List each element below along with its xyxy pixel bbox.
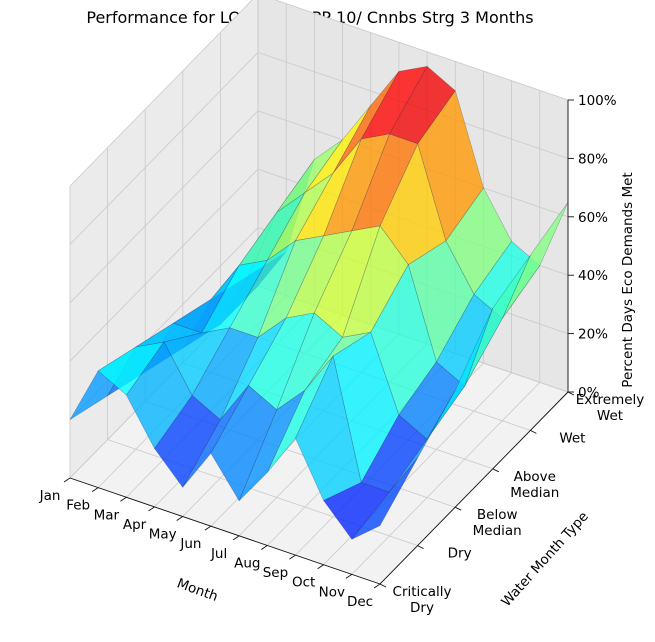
y-tick-label: Dry (448, 546, 472, 562)
x-tick (373, 583, 381, 589)
x-tick-label: May (149, 527, 177, 543)
x-tick-label: Mar (94, 507, 120, 523)
z-tick-label: 100% (578, 93, 617, 109)
grid-line-z (69, 0, 569, 187)
y-axis-line (379, 391, 569, 585)
surface (69, 65, 569, 540)
x-tick (317, 564, 324, 570)
x-tick (289, 554, 296, 560)
x-tick (120, 496, 127, 502)
x-tick (176, 516, 183, 521)
y-tick-label: Extremely Wet (576, 392, 645, 424)
x-tick (91, 487, 99, 493)
x-axis-label: Month (175, 575, 220, 605)
x-tick-label: Jul (210, 546, 227, 562)
y-tick-label: Above Median (510, 469, 559, 501)
y-tick-label: Critically Dry (393, 584, 452, 616)
x-tick (261, 545, 268, 550)
x-tick-label: Nov (319, 584, 345, 600)
y-tick (567, 391, 575, 396)
z-tick-label: 0% (578, 385, 600, 401)
x-tick-label: Oct (292, 575, 315, 591)
z-tick-label: 40% (578, 268, 608, 284)
x-tick-label: Jun (179, 536, 201, 552)
x-tick-label: Jan (39, 488, 61, 504)
z-tick-label: 60% (578, 210, 608, 226)
x-tick-label: Dec (347, 594, 373, 610)
x-axis-line (69, 477, 381, 585)
x-tick (63, 477, 71, 483)
x-tick-label: Feb (66, 498, 90, 514)
x-tick-label: Aug (234, 555, 260, 571)
y-tick (492, 468, 500, 473)
y-tick-label: Wet (559, 430, 585, 446)
x-tick (148, 506, 155, 512)
y-tick (379, 583, 387, 588)
x-tick (345, 573, 353, 579)
z-tick-label: 20% (578, 327, 608, 343)
x-tick (204, 525, 212, 531)
y-tick (530, 429, 537, 434)
y-tick (454, 506, 462, 511)
x-tick (232, 535, 240, 541)
y-tick-label: Below Median (473, 507, 522, 539)
left-pane (70, 0, 258, 478)
x-tick-label: Apr (123, 517, 147, 533)
z-axis-label: Percent Days Eco Demands Met (620, 172, 636, 387)
y-tick (417, 545, 424, 550)
x-tick-label: Sep (263, 565, 288, 581)
z-tick-label: 80% (578, 151, 608, 167)
surface-patch (351, 457, 418, 540)
